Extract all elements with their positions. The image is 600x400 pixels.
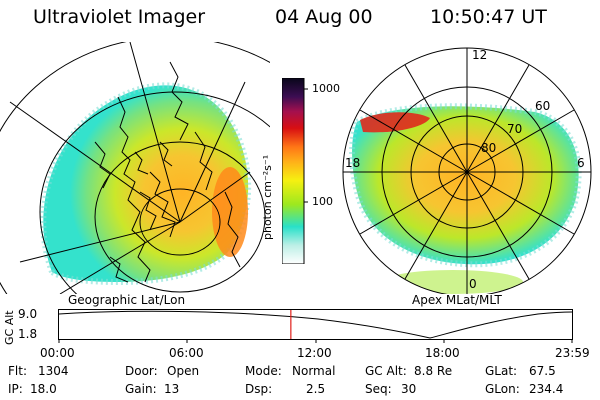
gain-label: Gain: <box>125 382 157 396</box>
xtick-0600: 06:00 <box>169 346 204 360</box>
glat-label: GLat: <box>485 364 518 378</box>
coastlines <box>94 61 241 283</box>
glon-label: GLon: <box>485 382 520 396</box>
mlt-label-12: 12 <box>472 48 487 62</box>
aurora-noise-band <box>383 270 523 294</box>
altitude-ytick-high: 9.0 <box>18 307 38 321</box>
seq-label: Seq: <box>365 382 392 396</box>
dsp-label: Dsp: <box>245 382 273 396</box>
aurora-hotspot <box>212 167 248 257</box>
gc-alt-value: 8.8 Re <box>414 364 453 378</box>
polar-grid <box>342 47 592 294</box>
geographic-graticule <box>0 42 270 294</box>
gain-value: 13 <box>164 382 180 396</box>
xtick-1200: 12:00 <box>297 346 332 360</box>
colorbar-tick-label-1000: 1000 <box>312 82 340 95</box>
apex-polar-map: 12 18 6 0 60 70 80 <box>342 47 592 294</box>
mode-label: Mode: <box>245 364 282 378</box>
altitude-plot-ylabel: GC Alt <box>3 310 16 345</box>
image-time: 10:50:47 UT <box>430 6 547 28</box>
xtick-1800: 18:00 <box>425 346 460 360</box>
aurora-oval-edge <box>349 103 582 268</box>
image-date: 04 Aug 00 <box>275 6 373 28</box>
aurora-oval-region <box>352 106 579 265</box>
ip-label: IP: <box>8 382 23 396</box>
ip-value: 18.0 <box>30 382 57 396</box>
seq-value: 30 <box>401 382 417 396</box>
aurora-intense-patch <box>360 112 430 133</box>
altitude-curve <box>58 310 573 339</box>
colorbar-tick-label-100: 100 <box>312 195 333 208</box>
mlat-label-60: 60 <box>535 99 550 113</box>
altitude-ytick-low: 1.8 <box>18 327 38 341</box>
geographic-map <box>0 42 270 294</box>
xtick-2359: 23:59 <box>555 346 590 360</box>
altitude-plot-frame <box>58 309 573 340</box>
door-label: Door: <box>125 364 158 378</box>
colorbar-unit-label: photon cm⁻²s⁻¹ <box>261 154 274 240</box>
mlt-label-18: 18 <box>345 156 360 170</box>
altitude-plot <box>58 309 573 343</box>
door-value: Open <box>167 364 200 378</box>
mode-value: Normal <box>292 364 336 378</box>
mlat-label-70: 70 <box>507 122 522 136</box>
geographic-map-caption: Geographic Lat/Lon <box>68 293 186 307</box>
flt-label: Flt: <box>8 364 27 378</box>
instrument-title: Ultraviolet Imager <box>33 6 206 28</box>
gc-alt-label: GC Alt: <box>365 364 407 378</box>
xtick-0000: 00:00 <box>40 346 75 360</box>
flt-value: 1304 <box>38 364 69 378</box>
colorbar-gradient <box>282 78 305 264</box>
mlt-label-0: 0 <box>469 277 477 291</box>
colorbar <box>282 78 308 264</box>
glat-value: 67.5 <box>529 364 556 378</box>
mlt-label-6: 6 <box>577 156 585 170</box>
apex-map-caption: Apex MLat/MLT <box>412 293 502 307</box>
dsp-value: 2.5 <box>306 382 326 396</box>
glon-value: 234.4 <box>529 382 564 396</box>
mlat-label-80: 80 <box>481 141 496 155</box>
